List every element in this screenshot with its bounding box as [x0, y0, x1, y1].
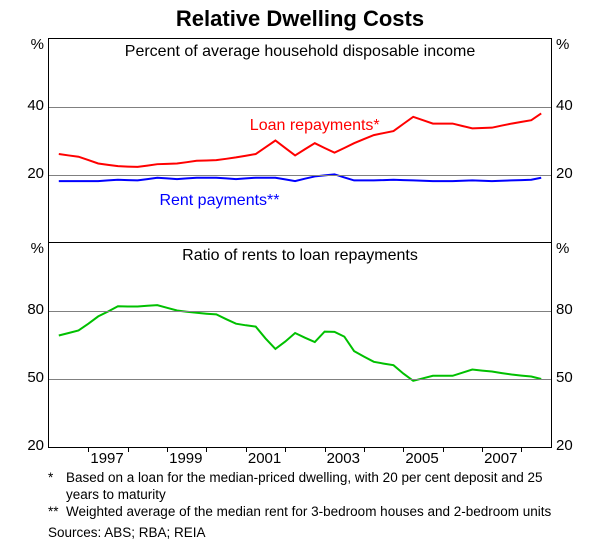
- x-tick: [285, 447, 286, 452]
- panel-top: Percent of average household disposable …: [49, 39, 551, 243]
- x-tick: [482, 447, 483, 452]
- series-label-loan: Loan repayments*: [250, 117, 380, 135]
- ytick-left: 80: [12, 301, 44, 318]
- y-unit-right: %: [556, 36, 569, 53]
- x-tick: [128, 447, 129, 452]
- series-label-rent: Rent payments**: [159, 192, 279, 210]
- ytick-right: 40: [556, 97, 573, 114]
- x-tick: [246, 447, 247, 452]
- x-tick: [325, 447, 326, 452]
- chart-title: Relative Dwelling Costs: [0, 0, 600, 32]
- y-unit-right: %: [556, 240, 569, 257]
- panel-bottom: Ratio of rents to loan repayments: [49, 243, 551, 447]
- ytick-right: 20: [556, 437, 573, 454]
- panel-top-svg: [49, 39, 551, 242]
- footnote: *Based on a loan for the median-priced d…: [48, 470, 568, 504]
- panel-bot-svg: [49, 243, 551, 447]
- x-tick: [364, 447, 365, 452]
- x-label: 2005: [405, 450, 438, 467]
- x-tick: [521, 447, 522, 452]
- gridline: [49, 311, 551, 312]
- y-unit-left: %: [20, 240, 44, 257]
- ytick-left: 20: [12, 165, 44, 182]
- footnote-marker: *: [48, 470, 66, 504]
- x-tick: [403, 447, 404, 452]
- x-label: 1999: [169, 450, 202, 467]
- footnotes: *Based on a loan for the median-priced d…: [48, 470, 568, 542]
- x-tick: [206, 447, 207, 452]
- ytick-right: 50: [556, 369, 573, 386]
- sources: Sources: ABS; RBA; REIA: [48, 525, 568, 542]
- ytick-right: 80: [556, 301, 573, 318]
- plot-area: Percent of average household disposable …: [48, 38, 552, 448]
- gridline: [49, 379, 551, 380]
- chart-container: Relative Dwelling Costs Percent of avera…: [0, 0, 600, 559]
- x-label: 1997: [90, 450, 123, 467]
- y-unit-left: %: [20, 36, 44, 53]
- gridline: [49, 107, 551, 108]
- x-tick: [167, 447, 168, 452]
- ytick-left: 50: [12, 369, 44, 386]
- x-label: 2001: [248, 450, 281, 467]
- ytick-left: 40: [12, 97, 44, 114]
- footnote: **Weighted average of the median rent fo…: [48, 504, 568, 521]
- ytick-left: 20: [12, 437, 44, 454]
- ytick-right: 20: [556, 165, 573, 182]
- footnote-text: Weighted average of the median rent for …: [66, 504, 551, 521]
- x-tick: [443, 447, 444, 452]
- footnote-text: Based on a loan for the median-priced dw…: [66, 470, 568, 504]
- series-ratio: [59, 305, 541, 381]
- footnote-marker: **: [48, 504, 66, 521]
- x-tick: [88, 447, 89, 452]
- x-label: 2003: [327, 450, 360, 467]
- x-label: 2007: [484, 450, 517, 467]
- gridline: [49, 175, 551, 176]
